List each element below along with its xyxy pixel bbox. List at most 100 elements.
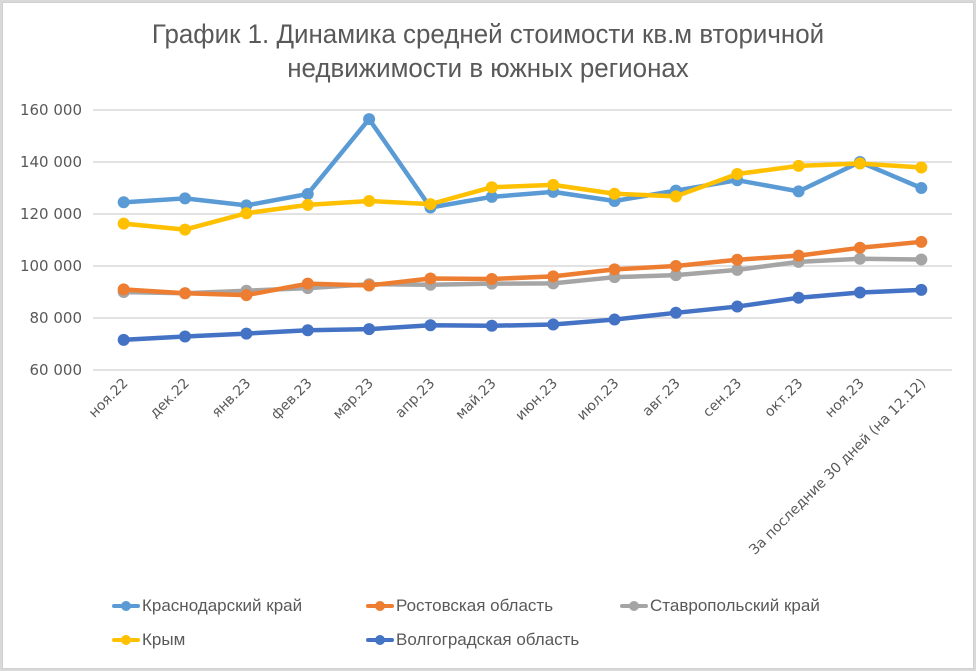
data-point[interactable] [669,306,682,319]
data-point[interactable] [792,291,805,304]
data-point[interactable] [485,273,498,285]
data-point[interactable] [669,269,682,282]
data-point[interactable] [547,178,560,191]
x-axis-ticks: ноя.22 дек.22 янв.23 фев.23 мар.23 апр.23 май.… [86,376,929,559]
data-point[interactable] [853,157,866,170]
series-1 [117,235,928,302]
data-point[interactable] [117,283,130,296]
data-point[interactable] [117,217,130,230]
data-point[interactable] [240,207,253,220]
data-point[interactable] [179,223,192,236]
data-point[interactable] [608,263,621,276]
data-point[interactable] [915,182,928,194]
data-point[interactable] [792,159,805,172]
series-3 [117,157,928,236]
y-tick-label: 60 000 [30,361,83,379]
series-line [121,161,924,232]
data-point[interactable] [179,330,192,343]
data-point[interactable] [608,313,621,326]
chart-title: График 1. Динамика средней стоимости кв.… [20,17,957,85]
data-point[interactable] [792,185,805,198]
data-point[interactable] [853,252,866,265]
data-point[interactable] [301,277,314,290]
data-point[interactable] [301,198,314,211]
legend-item-crimea[interactable]: Крым [112,630,185,650]
series-line [121,287,924,343]
series-group [117,113,928,346]
data-point[interactable] [240,289,253,302]
x-tick-label: июн.23 [513,376,561,424]
x-tick-label: апр.23 [392,376,438,422]
legend-swatch-krasnodar [112,598,140,614]
data-point[interactable] [608,187,621,200]
data-point[interactable] [301,324,314,337]
data-point[interactable] [669,260,682,272]
y-tick-label: 120 000 [20,205,82,223]
legend-label: Ростовская область [396,596,554,615]
data-point[interactable] [792,249,805,262]
data-point[interactable] [853,286,866,299]
data-point[interactable] [915,161,928,174]
data-point[interactable] [915,253,928,266]
legend-swatch-stavropol [620,598,648,614]
data-point[interactable] [485,181,498,194]
legend-swatch-volgograd [366,632,394,648]
data-point[interactable] [424,198,437,211]
series-4 [117,283,928,346]
y-axis-ticks: 60 000 80 000 100 000 120 000 140 000 160 000 [20,101,82,379]
data-point[interactable] [731,253,744,266]
data-point[interactable] [853,241,866,254]
data-point[interactable] [731,263,744,276]
x-tick-label: ноя.23 [822,376,868,422]
data-point[interactable] [485,190,498,203]
x-tick-label: дек.22 [147,376,193,422]
data-point[interactable] [179,192,192,205]
chart-title-line-1: График 1. Динамика средней стоимости кв.… [151,19,825,49]
data-point[interactable] [547,270,560,283]
data-point[interactable] [915,283,928,296]
data-point[interactable] [363,195,376,207]
data-point[interactable] [424,319,437,332]
series-line [121,116,924,210]
y-tick-label: 140 000 [20,153,82,171]
legend-item-stavropol[interactable]: Ставропольский край [620,596,820,616]
legend-swatch-crimea [112,632,140,648]
legend-item-rostov[interactable]: Ростовская область [366,596,553,616]
data-point[interactable] [485,319,498,332]
x-tick-label: июл.23 [574,376,622,424]
legend-label: Волгоградская область [396,630,580,649]
data-point[interactable] [363,113,376,126]
series-line [121,256,924,296]
data-point[interactable] [731,300,744,313]
legend-label: Краснодарский край [142,596,303,615]
x-tick-label: янв.23 [209,376,254,421]
y-tick-label: 100 000 [20,257,82,275]
data-point[interactable] [179,287,192,300]
legend-label: Ставропольский край [650,596,820,615]
y-tick-label: 160 000 [20,101,82,119]
legend-swatch-rostov [366,598,394,614]
legend-label: Крым [142,630,186,649]
data-point[interactable] [301,187,314,200]
x-tick-label: окт.23 [762,376,807,421]
data-point[interactable] [117,333,130,346]
data-point[interactable] [547,318,560,331]
series-line [121,239,924,298]
data-point[interactable] [915,235,928,248]
data-point[interactable] [731,167,744,180]
series-0 [117,113,928,214]
chart-title-line-2: недвижимости в южных регионах [287,53,689,83]
x-tick-label: авг.23 [640,376,684,420]
y-tick-label: 80 000 [30,309,83,327]
legend-item-krasnodar[interactable]: Краснодарский край [112,596,302,616]
data-point[interactable] [669,190,682,203]
x-tick-label: фев.23 [268,376,315,423]
legend-item-volgograd[interactable]: Волгоградская область [366,630,579,650]
data-point[interactable] [363,279,376,292]
data-point[interactable] [117,196,130,209]
data-point[interactable] [363,323,376,336]
data-point[interactable] [424,272,437,285]
data-point[interactable] [240,327,253,340]
x-tick-label: май.23 [453,376,500,423]
